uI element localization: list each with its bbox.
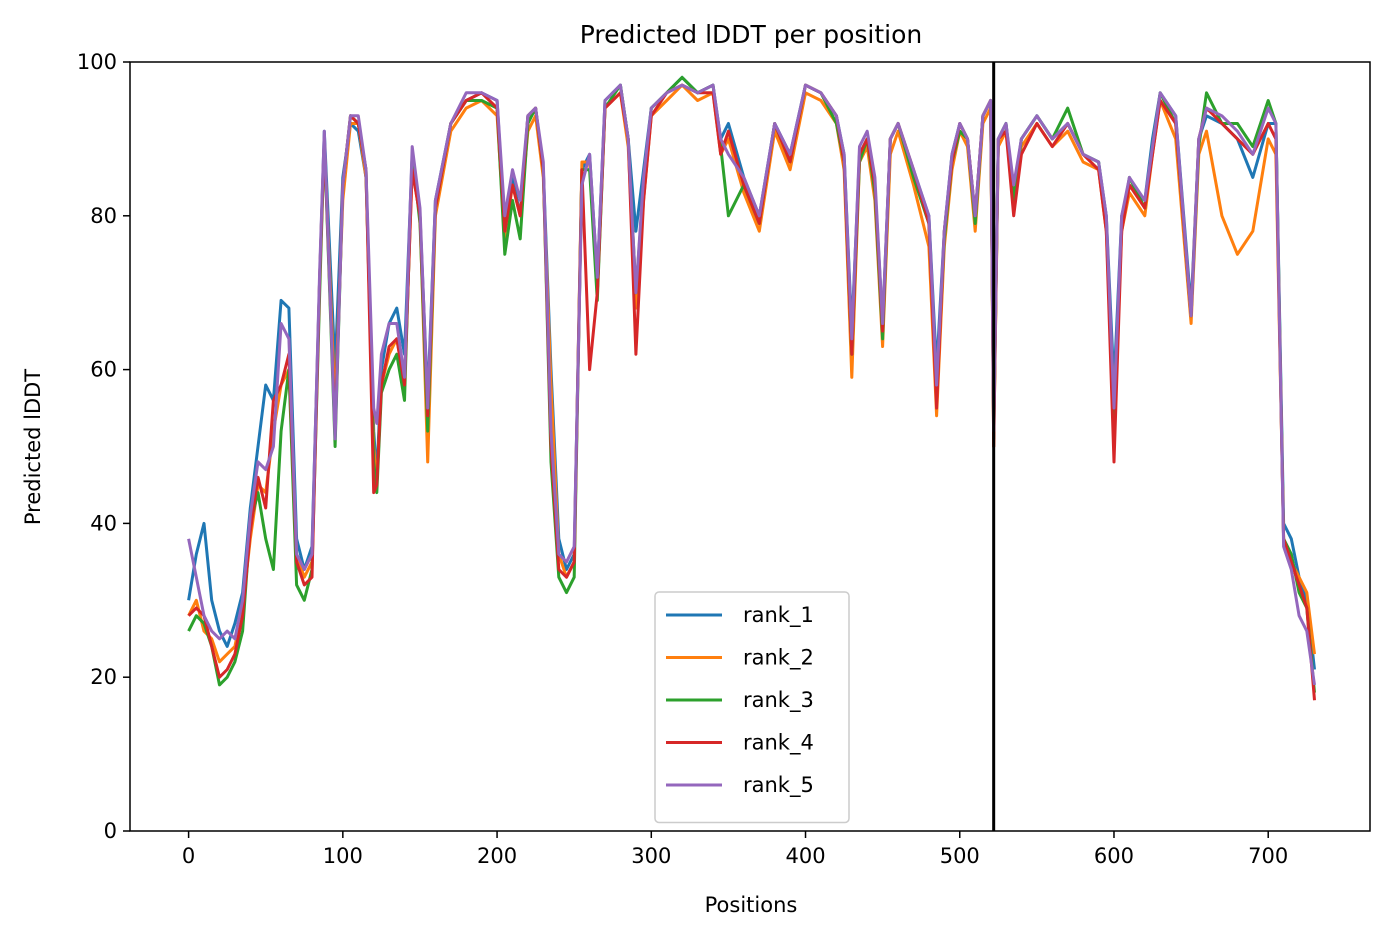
legend: rank_1 rank_2 rank_3 rank_4 rank_5	[654, 591, 850, 824]
series-line-1	[187, 75, 1316, 670]
y-tick-label: 0	[104, 819, 117, 843]
x-tick-label: 0	[182, 844, 195, 868]
x-axis-ticks: 0 100 200 300 400 500 600 700	[182, 831, 1288, 868]
series-line-2	[187, 83, 1316, 664]
x-tick-label: 400	[785, 844, 825, 868]
y-tick-label: 60	[90, 358, 117, 382]
plot-frame	[129, 61, 1371, 832]
x-tick-label: 300	[631, 844, 671, 868]
legend-label-2: rank_2	[743, 646, 814, 671]
x-axis-label: Positions	[705, 893, 798, 917]
y-axis-label: Predicted lDDT	[21, 369, 45, 525]
y-tick-label: 80	[90, 204, 117, 228]
x-tick-label: 100	[323, 844, 363, 868]
legend-label-4: rank_4	[743, 731, 814, 756]
y-tick-label: 100	[77, 50, 117, 74]
legend-label-3: rank_3	[743, 688, 814, 713]
y-tick-label: 20	[90, 665, 117, 689]
legend-label-5: rank_5	[743, 773, 814, 798]
y-axis-ticks: 0 20 40 60 80 100	[77, 50, 130, 843]
x-tick-label: 600	[1094, 844, 1134, 868]
x-tick-label: 200	[477, 844, 517, 868]
series-line-5	[187, 83, 1316, 686]
y-tick-label: 40	[90, 511, 117, 535]
legend-label-1: rank_1	[743, 603, 814, 628]
plot-lines	[187, 75, 1316, 701]
chart-title: Predicted lDDT per position	[580, 20, 922, 49]
x-tick-label: 700	[1248, 844, 1288, 868]
x-tick-label: 500	[940, 844, 980, 868]
legend-box	[654, 591, 850, 824]
